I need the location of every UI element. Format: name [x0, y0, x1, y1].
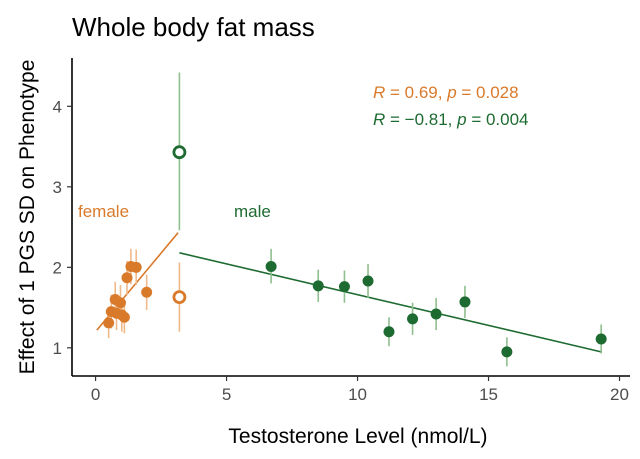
female-point	[103, 317, 115, 329]
y-tick-label: 3	[53, 178, 62, 197]
male-point	[459, 296, 471, 308]
female-outlier-point	[172, 290, 187, 305]
male-point	[501, 346, 513, 358]
female-stat-annotation: R = 0.69, p = 0.028	[373, 83, 519, 102]
male-point	[312, 280, 324, 292]
chart-title: Whole body fat mass	[72, 12, 315, 42]
male-point	[383, 326, 395, 338]
female-point	[121, 272, 133, 284]
x-tick-label: 20	[610, 385, 629, 404]
female-point	[118, 311, 130, 323]
y-tick-label: 1	[53, 339, 62, 358]
male-point	[407, 313, 419, 325]
male-point	[430, 308, 442, 320]
female-point	[130, 261, 142, 273]
male-point	[362, 275, 374, 287]
x-axis-title: Testosterone Level (nmol/L)	[228, 425, 487, 448]
fit-lines	[96, 232, 602, 353]
female-point	[114, 297, 126, 309]
male-group-label: male	[234, 202, 271, 221]
x-tick-label: 0	[91, 385, 100, 404]
axes: 0 5 10 15 20 1 2 3 4	[53, 58, 630, 404]
x-tick-label: 10	[348, 385, 367, 404]
male-point	[595, 333, 607, 345]
male-point	[265, 261, 277, 273]
data-points	[103, 145, 607, 358]
x-tick-label: 15	[479, 385, 498, 404]
male-stat-annotation: R = −0.81, p = 0.004	[373, 110, 529, 129]
annotations: female male R = 0.69, p = 0.028 R = −0.81, …	[78, 83, 529, 221]
male-point	[338, 281, 350, 293]
y-axis-title: Effect of 1 PGS SD on Phenotype	[16, 60, 39, 375]
y-tick-label: 2	[53, 258, 62, 277]
x-tick-label: 5	[222, 385, 231, 404]
male-fit-line	[179, 252, 602, 353]
female-point	[141, 286, 153, 298]
female-group-label: female	[78, 202, 129, 221]
male-outlier-point	[172, 145, 187, 160]
y-tick-label: 4	[53, 97, 62, 116]
